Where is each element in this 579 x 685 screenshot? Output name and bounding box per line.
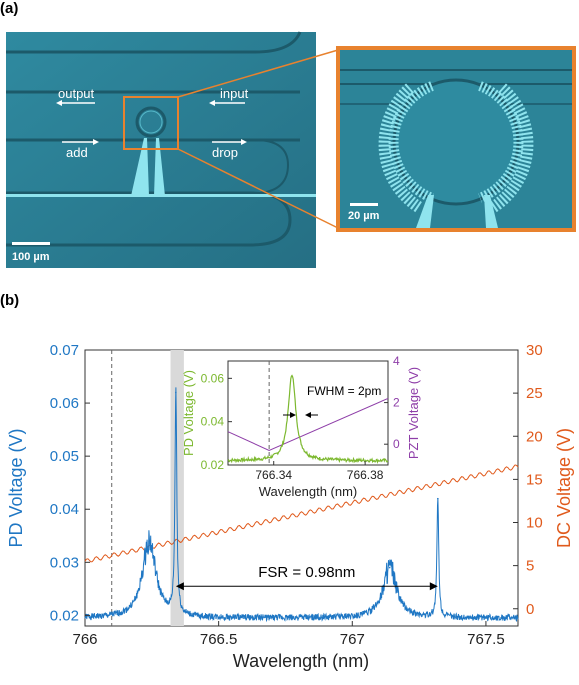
x-axis-ticks: 766 766.5 767 767.5 xyxy=(72,621,505,648)
scale-bar-zoom xyxy=(350,203,378,206)
fsr-label: FSR = 0.98nm xyxy=(258,564,355,581)
input-label: input xyxy=(220,86,249,101)
dc-voltage-line xyxy=(84,464,519,563)
scale-bar-main xyxy=(12,242,50,245)
electrode-right xyxy=(154,138,165,196)
y-right-tick-label: 30 xyxy=(526,342,543,359)
comb-electrode-left xyxy=(388,81,434,203)
comb-electrode-right xyxy=(478,81,524,203)
y-left-axis-label: PD Voltage (V) xyxy=(6,428,26,547)
inset-y-left-label: PD Voltage (V) xyxy=(181,370,196,456)
inset-x-axis-label: Wavelength (nm) xyxy=(259,484,358,499)
inset-chart: 766.34 766.38 0.02 0.04 0.06 0 2 4 FWHM = 2pm… xyxy=(181,354,421,499)
panel-b-label: (b) xyxy=(0,292,20,309)
pd-voltage-line xyxy=(84,387,519,623)
y-right-tick-label: 5 xyxy=(526,558,534,575)
inset-pzt-line xyxy=(227,397,389,451)
y-left-tick-label: 0.07 xyxy=(50,342,79,359)
inset-y-left-tick-label: 0.04 xyxy=(201,415,225,429)
pd-peak-point xyxy=(388,566,391,569)
y-left-axis-ticks: 0.02 0.03 0.04 0.05 0.06 0.07 xyxy=(50,342,90,624)
x-tick-label: 766.5 xyxy=(200,631,238,648)
micrograph-panel: output input add drop 100 µm 20 µm xyxy=(6,31,576,268)
x-tick-label: 766 xyxy=(72,631,97,648)
inset-x-tick-label: 766.38 xyxy=(347,468,384,482)
inset-y-right-ticks: 0 2 4 xyxy=(384,354,400,451)
zoom-connector-top xyxy=(177,49,339,98)
inset-pzt-series xyxy=(227,397,389,451)
y-left-tick-label: 0.02 xyxy=(50,607,79,624)
inset-y-left-ticks: 0.02 0.04 0.06 xyxy=(201,371,232,472)
fwhm-annotation: FWHM = 2pm xyxy=(283,384,381,418)
inset-pd-series xyxy=(227,374,389,464)
x-tick-label: 767.5 xyxy=(467,631,505,648)
inset-pd-line xyxy=(227,374,389,464)
inset-y-right-tick-label: 0 xyxy=(393,437,400,451)
y-left-tick-label: 0.04 xyxy=(50,501,79,518)
y-left-tick-label: 0.03 xyxy=(50,554,79,571)
y-left-tick-label: 0.06 xyxy=(50,395,79,412)
microring xyxy=(135,106,167,138)
y-right-tick-label: 25 xyxy=(526,385,543,402)
y-right-tick-label: 20 xyxy=(526,428,543,445)
x-axis-label: Wavelength (nm) xyxy=(233,651,369,671)
y-right-tick-label: 10 xyxy=(526,515,543,532)
y-left-tick-label: 0.05 xyxy=(50,448,79,465)
y-right-axis-ticks: 0 5 10 15 20 25 30 xyxy=(513,342,543,618)
main-micrograph: output input add drop 100 µm xyxy=(6,31,316,268)
pd-voltage-series xyxy=(84,387,519,623)
zoom-connector-bottom xyxy=(177,148,339,229)
fsr-annotation: FSR = 0.98nm xyxy=(175,564,438,591)
inset-y-right-tick-label: 2 xyxy=(393,396,400,410)
scale-bar-main-label: 100 µm xyxy=(12,251,50,263)
output-label: output xyxy=(58,86,95,101)
inset-y-right-tick-label: 4 xyxy=(393,354,400,368)
inset-x-ticks: 766.34 766.38 xyxy=(255,461,384,482)
inset-y-right-label: PZT Voltage (V) xyxy=(406,367,421,459)
pd-peak-point xyxy=(148,540,150,542)
y-right-axis-label: DC Voltage (V) xyxy=(554,428,574,548)
scale-bar-zoom-label: 20 µm xyxy=(348,210,380,222)
y-right-tick-label: 0 xyxy=(526,601,534,618)
pd-peak-point xyxy=(175,391,177,394)
zoom-region-box xyxy=(123,96,179,150)
inset-y-left-tick-label: 0.02 xyxy=(201,458,225,472)
x-tick-label: 767 xyxy=(340,631,365,648)
y-right-tick-label: 15 xyxy=(526,471,543,488)
add-label: add xyxy=(66,145,88,160)
spectrum-chart: FSR = 0.98nm 766 766.5 767 767.5 0.020.030.… xyxy=(6,342,574,671)
electrode-left xyxy=(131,138,149,196)
panel-a-label: (a) xyxy=(0,0,19,17)
dc-voltage-series xyxy=(84,464,519,563)
inset-x-tick-label: 766.34 xyxy=(255,468,292,482)
pd-peak-point xyxy=(437,497,439,500)
zoom-micrograph: 20 µm xyxy=(336,46,576,232)
inset-y-left-tick-label: 0.06 xyxy=(201,371,225,385)
fwhm-label: FWHM = 2pm xyxy=(307,384,381,398)
inset-plot-area xyxy=(227,360,389,466)
drop-label: drop xyxy=(212,145,238,160)
